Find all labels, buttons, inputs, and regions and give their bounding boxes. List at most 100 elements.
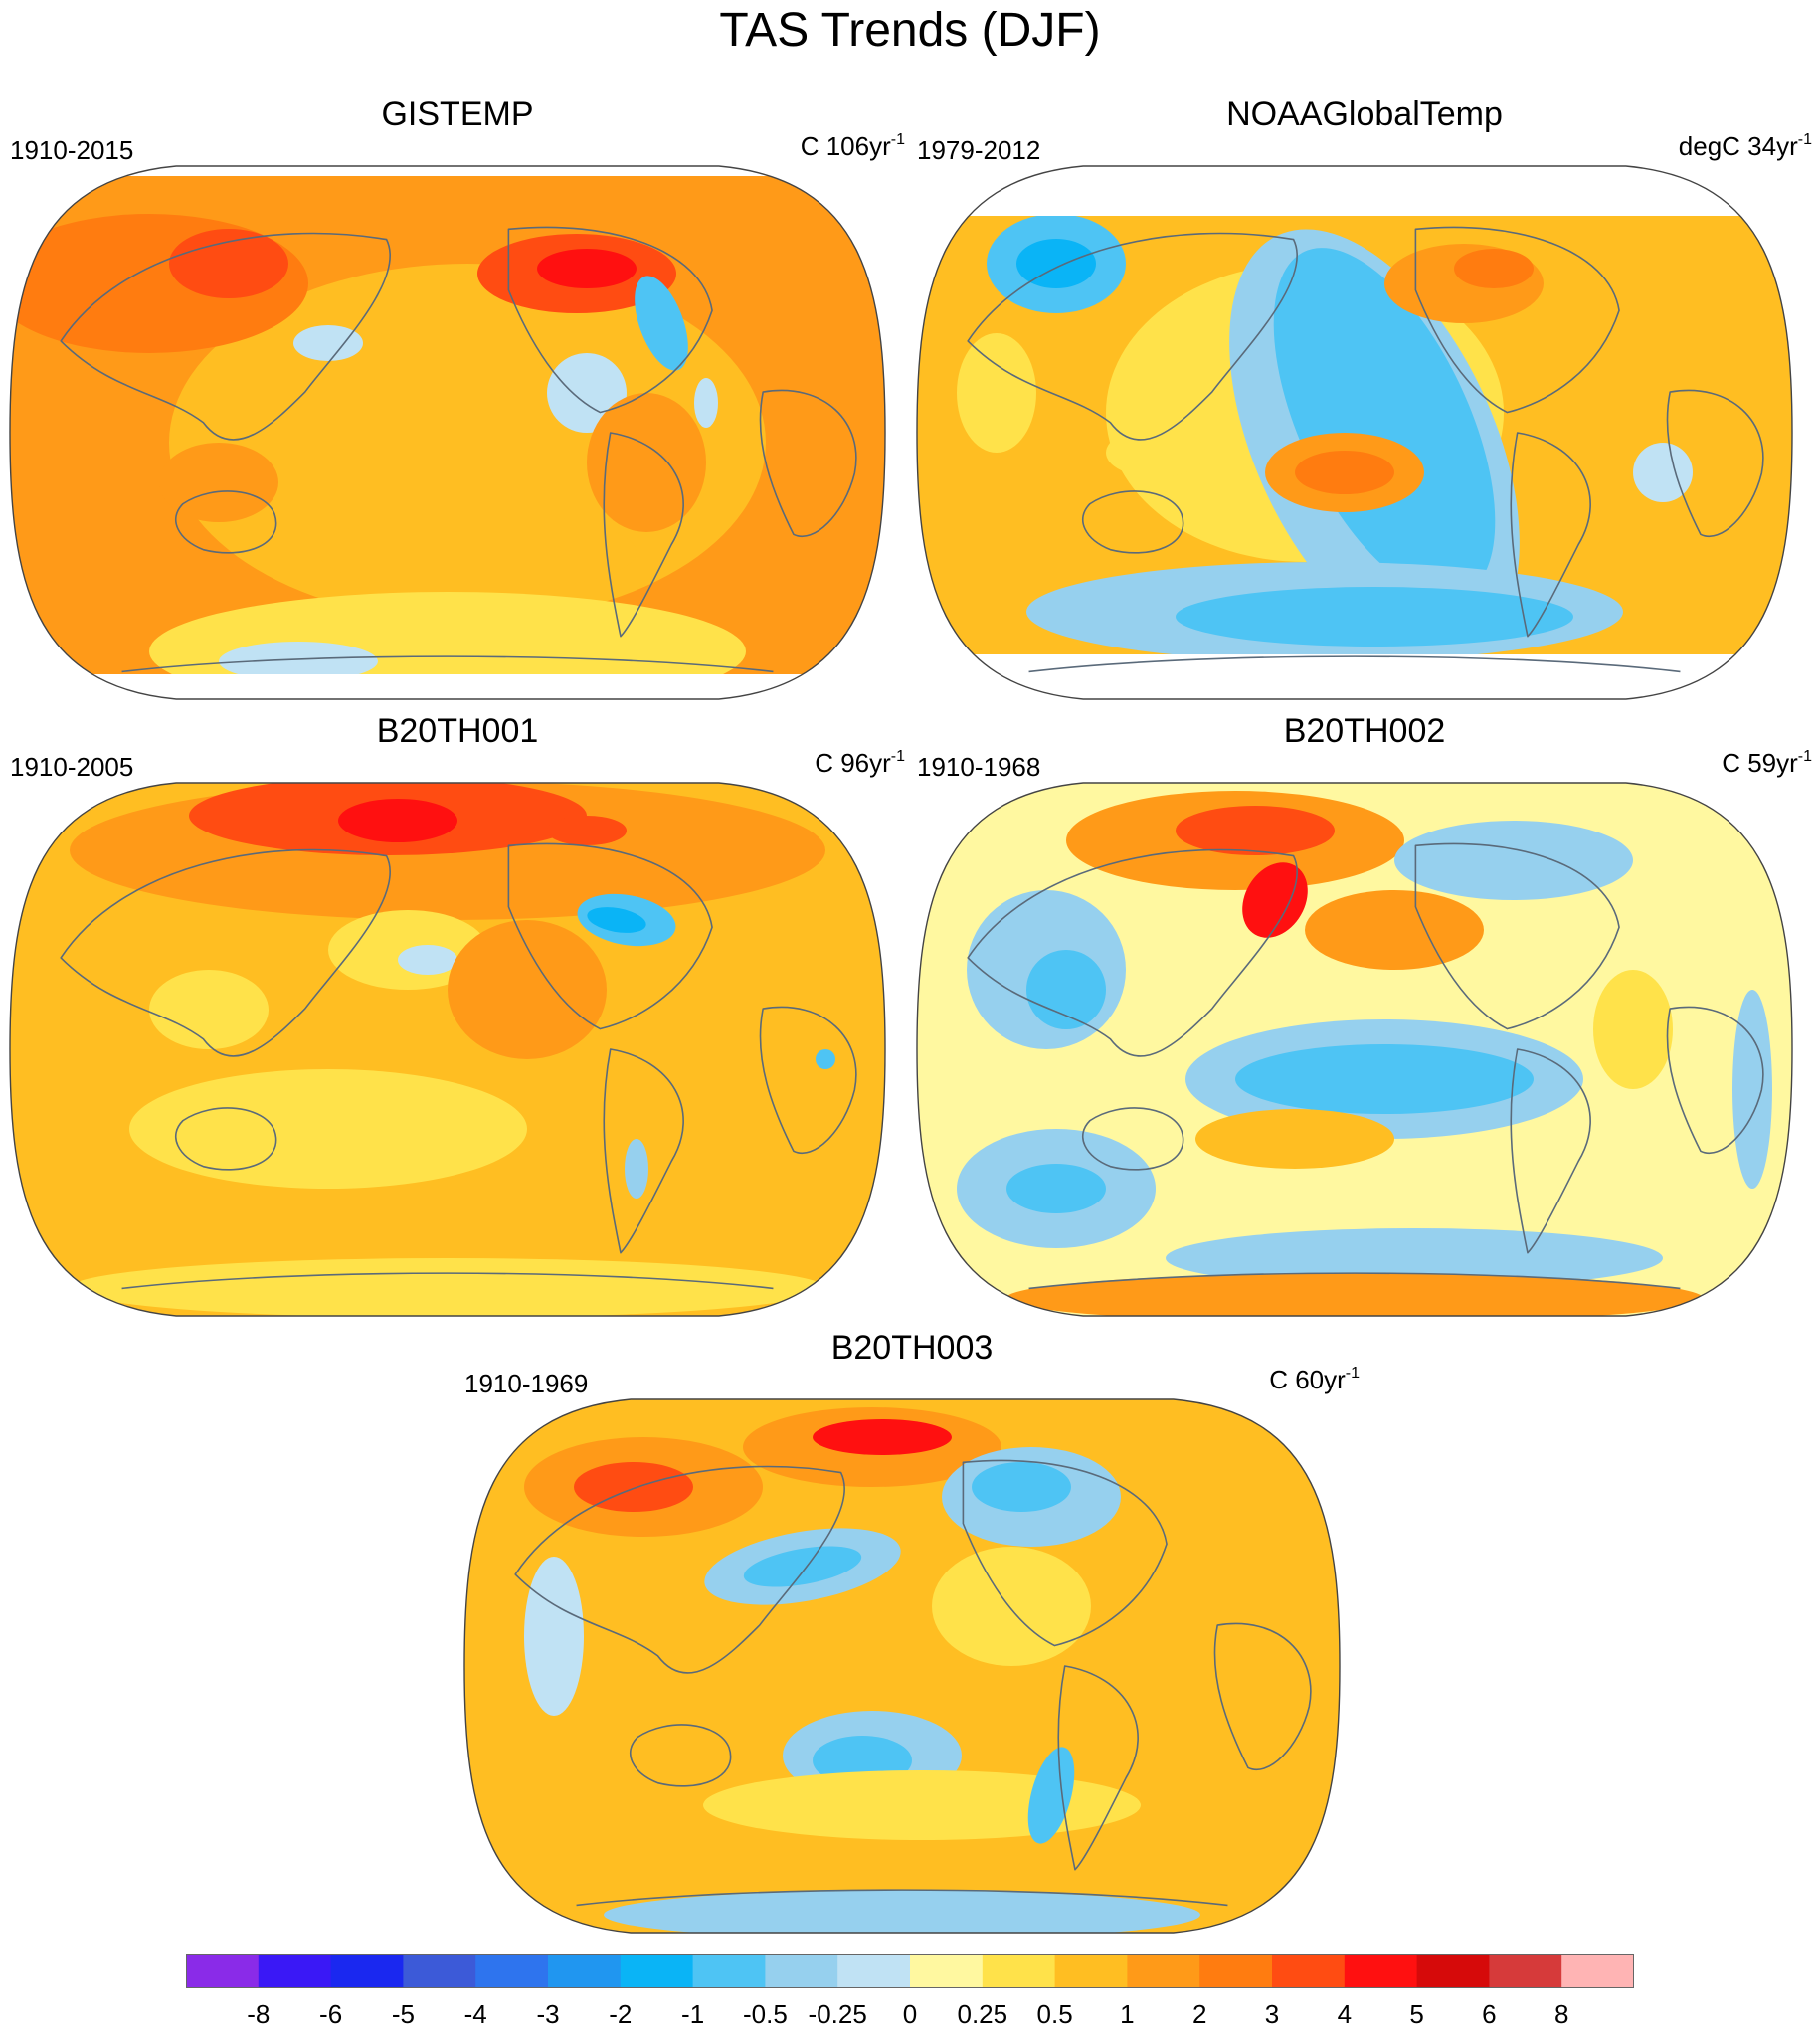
map-canvas: [9, 782, 886, 1317]
colorbar-tick-label: -2: [609, 1999, 633, 2029]
period-label: 1910-2015: [10, 135, 134, 165]
asia-coastline: [60, 232, 391, 441]
units-label: C 106yr-1: [801, 130, 905, 162]
north-america-coastline: [1414, 842, 1620, 1030]
units-label: C 96yr-1: [815, 747, 905, 779]
units-text: C 96yr: [815, 748, 891, 778]
trend-region: [129, 1069, 527, 1189]
trend-region: [1732, 990, 1772, 1189]
trend-region: [1305, 890, 1484, 970]
trend-region: [219, 642, 378, 681]
trend-region: [1394, 821, 1633, 900]
antarctica-coastline: [121, 655, 774, 673]
missing-data-antarctic: [10, 674, 885, 699]
colorbar-tick-label: -4: [463, 1999, 487, 2029]
units-exponent: -1: [1797, 748, 1812, 765]
colorbar-swatch: [548, 1954, 622, 1988]
colorbar-tick-label: -0.25: [808, 1999, 867, 2029]
asia-coastline: [60, 848, 391, 1057]
period-label: 1979-2012: [917, 135, 1041, 165]
colorbar-swatch: [330, 1954, 404, 1988]
units-label: degC 34yr-1: [1679, 130, 1812, 162]
asia-coastline: [967, 848, 1298, 1057]
colorbar-swatch: [692, 1954, 766, 1988]
map-panel-b20th002: B20TH002 1910-1968 C 59yr-1: [907, 711, 1820, 1328]
trend-region: [318, 512, 637, 592]
map-panel-gistemp: GISTEMP 1910-2015 C 106yr-1: [0, 94, 915, 711]
figure-title: TAS Trends (DJF): [719, 4, 1101, 57]
units-exponent: -1: [1345, 1365, 1360, 1382]
trend-region: [574, 1462, 693, 1512]
trend-region: [524, 1557, 584, 1716]
units-exponent: -1: [890, 131, 905, 148]
map-border: [9, 782, 886, 1317]
colorbar-tick-label: 4: [1337, 1999, 1353, 2029]
trend-field: [464, 1399, 1340, 1933]
units-exponent: -1: [890, 748, 905, 765]
colorbar-tick-label: 3: [1264, 1999, 1280, 2029]
trend-region: [1027, 1747, 1075, 1844]
colorbar: [186, 1954, 1634, 1988]
map-border: [916, 782, 1793, 1317]
map-panel-b20th003: B20TH003 1910-1969 C 60yr-1: [455, 1328, 1369, 1944]
colorbar-swatch: [620, 1954, 694, 1988]
trend-region: [338, 799, 457, 842]
trend-region: [1242, 862, 1308, 938]
trend-region: [293, 325, 363, 361]
south-america-coastline: [603, 432, 684, 638]
missing-data-arctic: [917, 166, 1792, 216]
colorbar-swatch: [910, 1954, 984, 1988]
colorbar-swatch: [1127, 1954, 1200, 1988]
colorbar-swatch: [258, 1954, 332, 1988]
trend-region: [625, 1139, 648, 1199]
asia-coastline: [514, 1465, 845, 1674]
trend-region: [957, 333, 1036, 453]
antarctica-coastline: [121, 1272, 774, 1290]
panel-title: NOAAGlobalTemp: [1226, 95, 1503, 133]
colorbar-tick-label: -1: [681, 1999, 705, 2029]
africa-coastline: [759, 1006, 857, 1154]
trend-region: [587, 907, 646, 933]
panel-title: GISTEMP: [381, 95, 534, 133]
trend-region: [932, 1547, 1091, 1666]
trend-region: [1176, 806, 1335, 855]
africa-coastline: [1666, 1006, 1764, 1154]
colorbar-tick-label: -3: [536, 1999, 560, 2029]
colorbar-swatch: [1199, 1954, 1273, 1988]
trend-region: [547, 816, 627, 845]
colorbar-tick-label: 1: [1120, 1999, 1135, 2029]
trend-region: [694, 378, 718, 428]
trend-region: [1106, 428, 1205, 477]
antarctica-coastline: [1028, 655, 1681, 673]
antarctica-coastline: [1028, 1272, 1681, 1290]
australia-coastline: [174, 490, 277, 554]
missing-data-arctic: [10, 166, 885, 176]
africa-coastline: [1213, 1622, 1312, 1770]
trend-region: [1235, 1044, 1534, 1114]
period-label: 1910-1968: [917, 752, 1041, 782]
units-text: C 106yr: [800, 131, 891, 161]
trend-region: [1006, 1273, 1703, 1316]
colorbar-tick-label: 0.25: [957, 1999, 1008, 2029]
panel-title: B20TH001: [376, 712, 539, 750]
south-america-coastline: [1057, 1665, 1139, 1871]
colorbar-tick-label: -0.5: [742, 1999, 788, 2029]
period-label: 1910-2005: [10, 752, 134, 782]
trend-field: [10, 166, 885, 699]
trend-region: [1454, 249, 1534, 288]
map-border: [463, 1398, 1341, 1934]
map-border: [9, 165, 886, 700]
trend-field: [917, 166, 1792, 699]
trend-region: [537, 249, 637, 288]
colorbar-swatch: [982, 1954, 1056, 1988]
trend-region: [70, 1258, 825, 1316]
colorbar-swatch: [403, 1954, 476, 1988]
panel-title: B20TH003: [830, 1329, 994, 1367]
north-america-coastline: [507, 842, 713, 1030]
colorbar-tick-label: 5: [1409, 1999, 1424, 2029]
trend-region: [813, 1419, 952, 1455]
map-panel-b20th001: B20TH001 1910-2005 C 96yr-1: [0, 711, 915, 1328]
trend-region: [1016, 239, 1096, 288]
trend-region: [1026, 950, 1106, 1029]
colorbar-tick-label: 0: [902, 1999, 918, 2029]
